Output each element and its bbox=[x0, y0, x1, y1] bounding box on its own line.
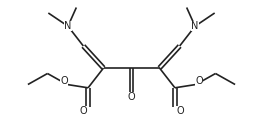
Text: O: O bbox=[60, 76, 68, 86]
Text: N: N bbox=[64, 21, 72, 31]
Text: O: O bbox=[128, 92, 135, 102]
Text: O: O bbox=[176, 106, 184, 115]
Text: N: N bbox=[191, 21, 199, 31]
Text: O: O bbox=[79, 106, 87, 115]
Text: O: O bbox=[195, 76, 203, 86]
